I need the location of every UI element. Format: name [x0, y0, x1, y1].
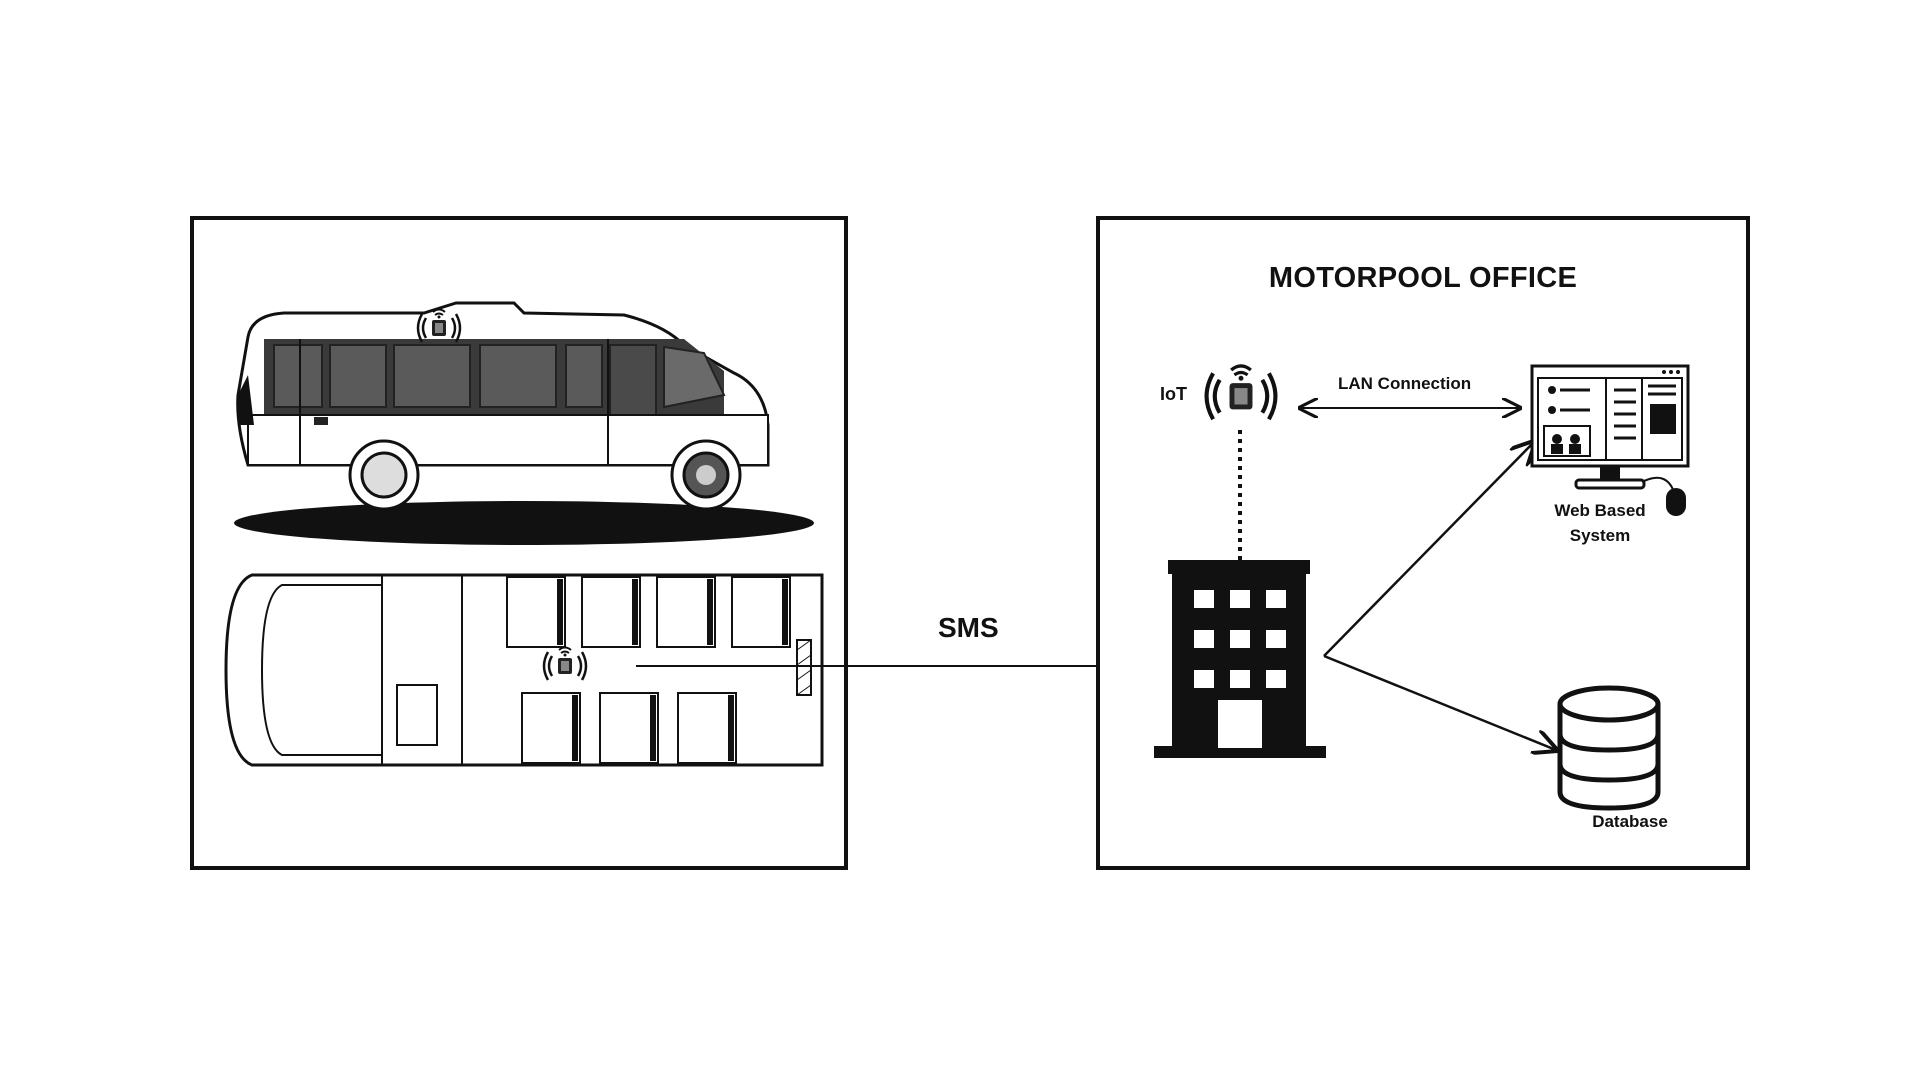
- office-panel: MOTORPOOL OFFICE IoT LAN Connection Web …: [1096, 216, 1750, 870]
- lan-connection-label: LAN Connection: [1338, 374, 1472, 393]
- vehicle-panel: [190, 216, 848, 870]
- iot-device-icon: [1204, 364, 1278, 421]
- office-connectors: [1238, 220, 1754, 874]
- web-system-label: Web Based System: [1554, 501, 1646, 545]
- database-label: Database: [1592, 812, 1668, 831]
- office-title: MOTORPOOL OFFICE: [1268, 262, 1578, 294]
- sms-label: SMS: [938, 612, 999, 643]
- iot-label: IoT: [1160, 384, 1187, 404]
- minibus-side-icon: [234, 301, 814, 545]
- minibus-top-icon: [224, 573, 824, 767]
- iot-device-icon: [542, 646, 588, 681]
- desktop-computer-icon: [1530, 364, 1690, 516]
- database-icon: [1557, 685, 1661, 811]
- office-building-icon: [1154, 560, 1326, 758]
- iot-device-icon: [416, 308, 462, 343]
